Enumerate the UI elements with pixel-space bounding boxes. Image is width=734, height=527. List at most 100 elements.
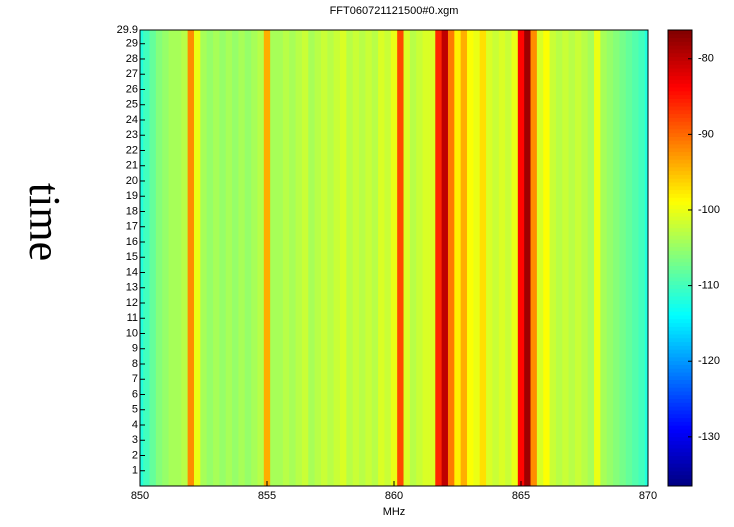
cell [409,30,417,486]
cell [143,30,151,486]
colorbar-cell [668,83,692,88]
colorbar-cell [668,185,692,191]
colorbar-cell [668,356,692,362]
x-tick-label: 855 [258,490,276,502]
colorbar-cell [668,121,692,126]
chart-title: FFT060721121500#0.xgm [330,5,459,17]
colorbar-cell [668,299,692,305]
cell [555,30,563,486]
colorbar-cell [668,41,692,46]
colorbar-cell [668,326,692,331]
y-tick-label: 14 [126,266,138,278]
colorbar-cell [668,349,692,354]
colorbar-cell [668,87,692,92]
colorbar-cell [668,52,692,58]
colorbar-cell [668,239,692,244]
colorbar-cell [668,303,692,308]
cell [574,30,582,486]
colorbar-cell [668,470,692,476]
colorbar-cell [668,37,692,42]
cell [473,30,481,486]
cell [263,30,271,486]
y-tick-label: 2 [132,449,138,461]
colorbar-cell [668,474,692,479]
cell [397,30,405,486]
cell [155,30,163,486]
colorbar-cell [668,163,692,168]
colorbar-cell [668,444,692,449]
colorbar-cell [668,64,692,69]
cell [327,30,335,486]
colorbar-cell [668,413,692,419]
colorbar-cell [668,227,692,232]
y-tick-label: 6 [132,388,138,400]
y-tick-label: 12 [126,297,138,309]
colorbar-cell [668,341,692,346]
colorbar-cell [668,109,692,115]
colorbar-cell [668,334,692,339]
colorbar-cell [668,136,692,141]
colorbar-cell [668,250,692,255]
colorbar-cell [668,174,692,179]
colorbar-cell [668,208,692,213]
colorbar-cell [668,102,692,107]
colorbar-cell [668,155,692,160]
y-tick-label: 7 [132,373,138,385]
colorbar-cell [668,353,692,358]
colorbar-cell [668,49,692,54]
cell [346,30,354,486]
colorbar-cell [668,212,692,217]
y-tick-label: 18 [126,205,138,217]
colorbar-cell [668,375,692,381]
x-tick-label: 850 [131,490,149,502]
colorbar-cell [668,197,692,202]
y-tick-label: 1 [132,465,138,477]
cell [619,30,627,486]
colorbar-cell [668,75,692,80]
colorbar-cell [668,364,692,369]
colorbar-cell [668,45,692,50]
colorbar-cell [668,372,692,377]
cell [467,30,474,486]
colorbar-cell [668,368,692,373]
colorbar-cell [668,277,692,282]
colorbar-tick-label: -100 [698,204,720,216]
colorbar-cell [668,383,692,388]
y-tick-label: 25 [126,99,138,111]
colorbar-cell [668,440,692,445]
y-tick-label: 15 [126,251,138,263]
colorbar-cell [668,337,692,343]
cell [282,30,290,486]
y-tick-label: 22 [126,144,138,156]
cell [403,30,411,486]
cell [140,30,144,486]
y-tick-label: 21 [126,160,138,172]
y-axis-label: time [20,183,69,261]
colorbar-cell [668,406,692,411]
cell [162,30,170,486]
colorbar-cell [668,280,692,286]
colorbar-cell [668,463,692,468]
cell [314,30,322,486]
cell [168,30,176,486]
colorbar-cell [668,345,692,350]
colorbar-cell [668,193,692,198]
y-tick-label: 10 [126,327,138,339]
colorbar-cell [668,284,692,289]
colorbar-cell [668,448,692,453]
colorbar-cell [668,106,692,111]
colorbar-cell [668,478,692,483]
cell [384,30,392,486]
y-tick-label: 9 [132,343,138,355]
colorbar-cell [668,265,692,270]
colorbar-cell [668,223,692,229]
y-tick-label: 8 [132,358,138,370]
colorbar-cell [668,330,692,335]
cell [238,30,246,486]
cell [251,30,258,486]
cell [308,30,316,486]
colorbar-cell [668,90,692,96]
cell [479,30,487,486]
colorbar-cell [668,425,692,430]
cell [289,30,297,486]
